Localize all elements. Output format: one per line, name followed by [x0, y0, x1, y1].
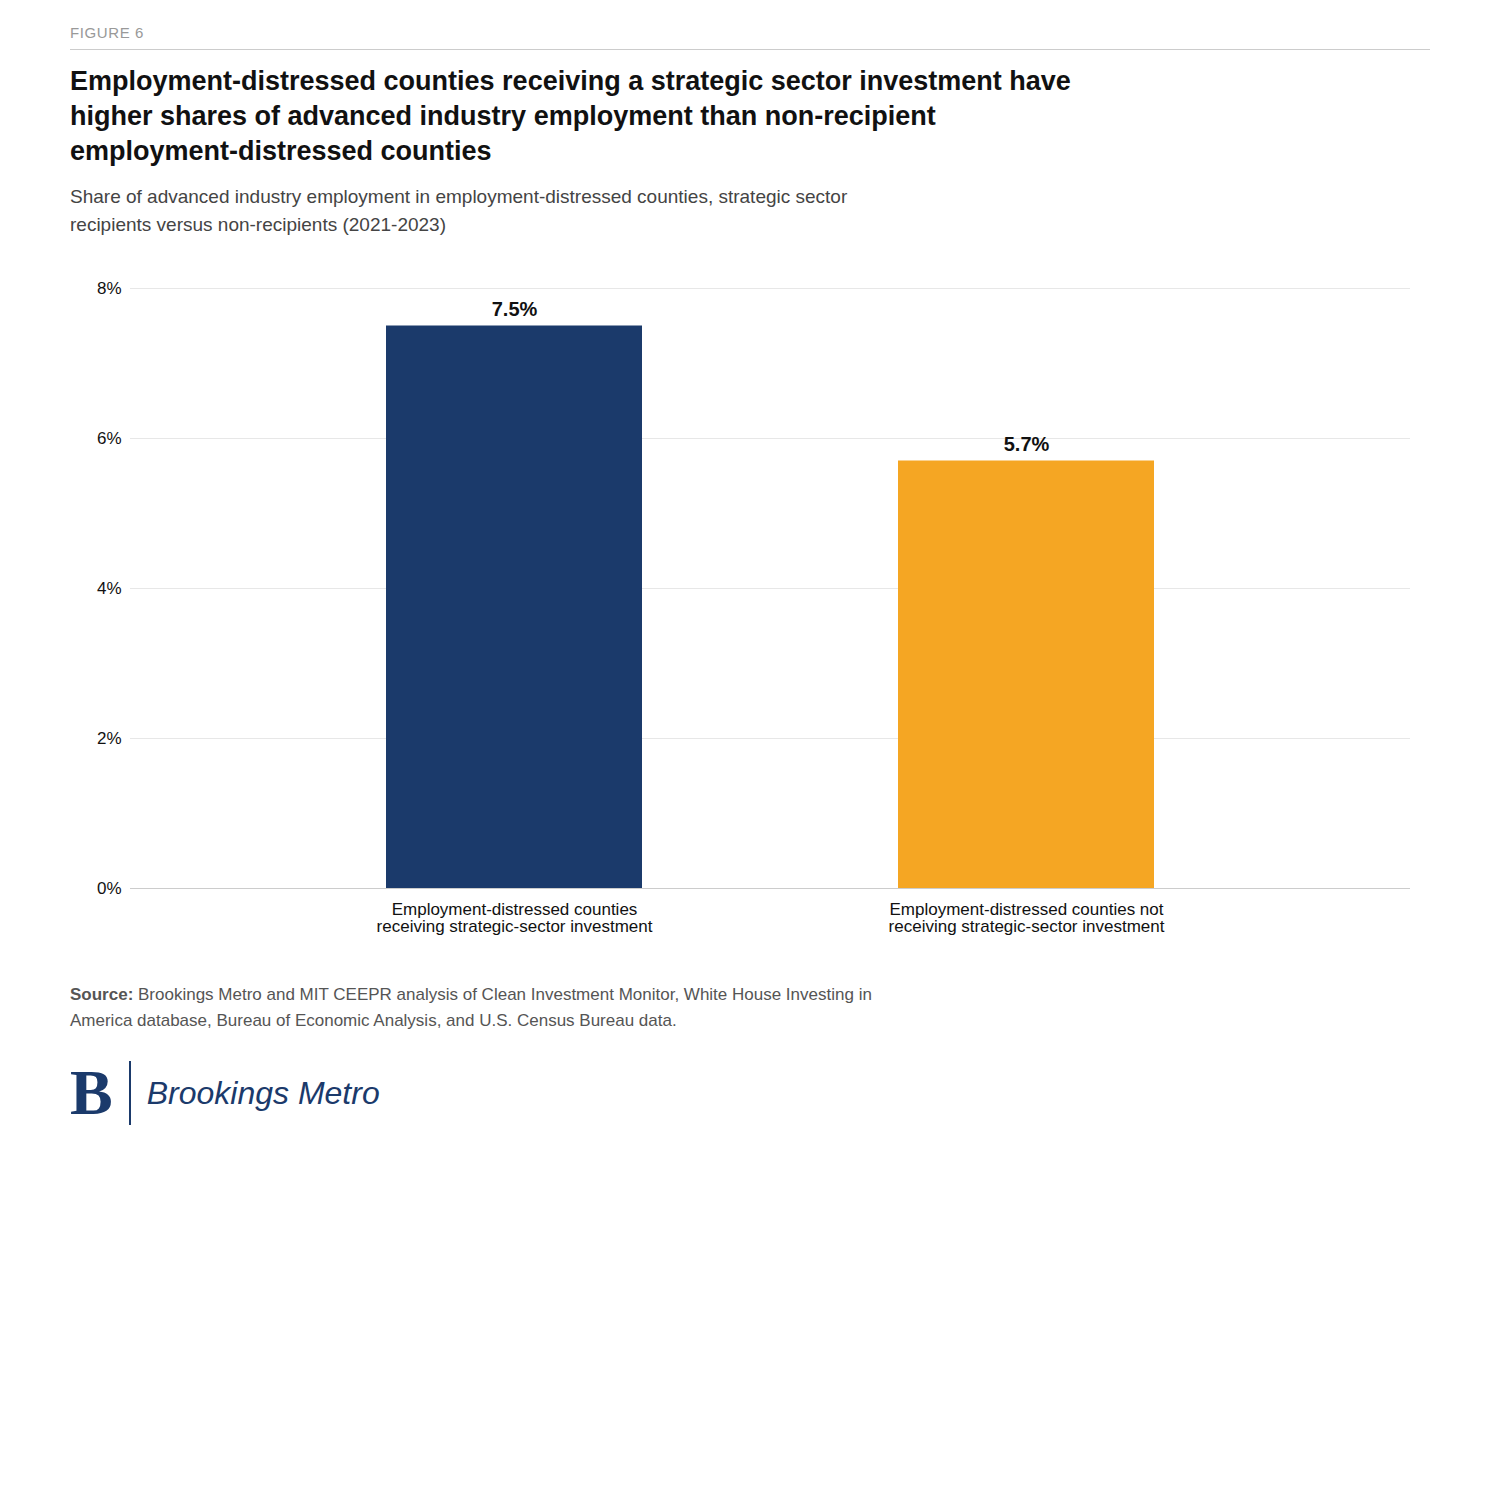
html-text:Share of advanced industry emp: Share of advanced industry employment in…	[70, 186, 848, 235]
svg-text:6%: 6%	[97, 429, 122, 448]
html-text:Employment-distressed counties: Employment-distressed counties receiving…	[70, 66, 1071, 167]
svg-text:4%: 4%	[97, 579, 122, 598]
html-text:Brookings Metro: Brookings Metro	[146, 1074, 380, 1111]
html-text:Source: Brookings Metro and MI: Source: Brookings Metro and MIT CEEPR an…	[70, 985, 872, 1030]
svg-text:2%: 2%	[97, 729, 122, 748]
svg-text:8%: 8%	[97, 279, 122, 298]
html-text:B: B	[70, 1057, 113, 1129]
svg-text:Employment-distressed counties: Employment-distressed counties notreceiv…	[889, 900, 1165, 936]
html-text:FIGURE 6: FIGURE 6	[70, 24, 144, 41]
svg-text:0%: 0%	[97, 879, 122, 898]
svg-text:5.7%: 5.7%	[1004, 433, 1050, 455]
svg-text:7.5%: 7.5%	[492, 298, 538, 320]
svg-text:Employment-distressed counties: Employment-distressed countiesreceiving …	[377, 900, 653, 936]
